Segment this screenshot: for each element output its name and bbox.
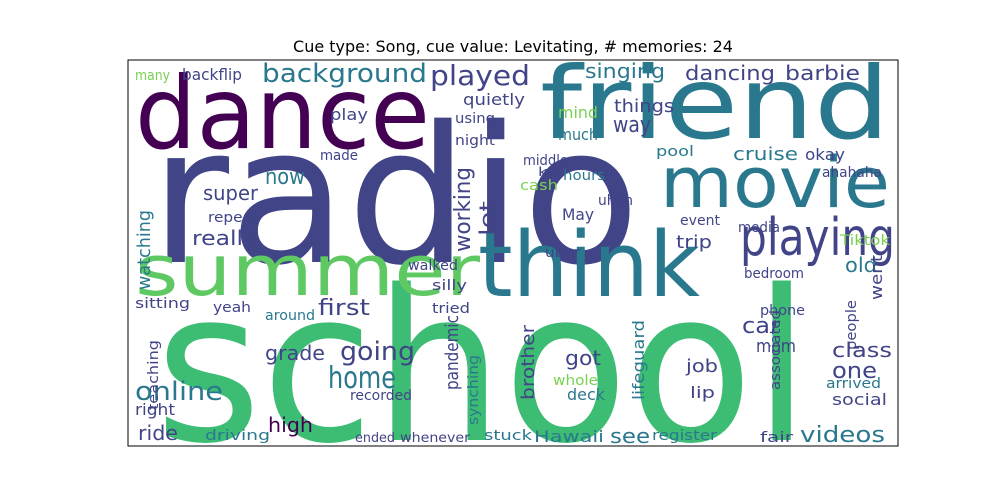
word: really: [192, 226, 257, 250]
word: Hawaii: [534, 427, 604, 446]
word: kid: [538, 165, 563, 179]
word: walked: [408, 258, 458, 274]
chart-title: Cue type: Song, cue value: Levitating, #…: [293, 37, 733, 56]
word: lip: [690, 383, 715, 402]
word: sitting: [135, 296, 190, 312]
word: class: [832, 338, 892, 362]
word: made: [320, 148, 358, 164]
word: pool: [656, 144, 694, 160]
word: trip: [676, 232, 712, 253]
word: going: [340, 337, 415, 367]
word: cash: [520, 178, 558, 194]
word: repeat: [208, 210, 259, 226]
word: using: [455, 111, 495, 127]
word: mind: [558, 103, 598, 122]
word: right: [135, 400, 175, 419]
word: phone: [760, 303, 805, 319]
word: much: [558, 125, 598, 144]
word: Tiktok: [839, 233, 891, 249]
word: online: [135, 377, 223, 407]
word: dancing: [685, 61, 775, 85]
word: super: [203, 181, 259, 205]
word: home: [328, 361, 396, 396]
word: brother: [518, 324, 539, 400]
word: play: [330, 105, 368, 124]
word: arrived: [826, 376, 881, 392]
word: silly: [432, 278, 467, 294]
word: school: [155, 245, 810, 490]
word: went: [867, 255, 886, 300]
word: ended: [355, 431, 395, 446]
plot-area: [128, 60, 898, 446]
word: dance: [135, 55, 430, 172]
word: lot: [475, 201, 499, 236]
word: synching: [466, 355, 482, 425]
word: car: [742, 314, 781, 339]
word: associated: [768, 310, 784, 390]
word: radio: [150, 86, 640, 307]
word: ride: [138, 421, 178, 445]
word: watching: [134, 210, 155, 290]
word: way: [613, 113, 651, 138]
word: middle: [523, 153, 568, 169]
word: register: [652, 428, 717, 444]
word: whole: [553, 373, 598, 389]
word: quietly: [463, 90, 525, 109]
word: now: [265, 165, 305, 190]
word: mom: [756, 336, 796, 357]
word: social: [832, 390, 887, 409]
word: fair: [760, 430, 793, 446]
word: got: [565, 346, 601, 370]
word: first: [318, 296, 370, 321]
word: uber: [545, 245, 580, 261]
word: videos: [800, 423, 885, 448]
word: old: [845, 253, 877, 277]
word: many: [135, 68, 170, 84]
frame: [127, 59, 899, 447]
word: one: [832, 359, 877, 384]
word: tried: [432, 301, 470, 317]
word: deck: [567, 385, 606, 404]
word: high: [268, 413, 313, 437]
word: ahahaha: [822, 165, 882, 181]
word: yeah: [213, 300, 251, 316]
word: played: [430, 59, 530, 92]
word: recorded: [350, 388, 412, 404]
word: May: [562, 205, 594, 224]
word: pandemic: [442, 315, 463, 390]
word: uhhh: [598, 193, 633, 209]
word: things: [614, 96, 674, 117]
word: job: [685, 356, 718, 377]
word: bedroom: [744, 266, 804, 282]
word: background: [262, 59, 427, 89]
word: media: [738, 220, 780, 236]
word: friend: [540, 45, 890, 162]
word: cruise: [733, 144, 798, 165]
word: playing: [740, 208, 895, 268]
word: teaching: [146, 340, 162, 410]
word: barbie: [785, 61, 860, 85]
word: working: [451, 167, 476, 252]
word: okay: [805, 145, 845, 164]
word: stuck: [484, 428, 533, 444]
word: hours: [563, 168, 605, 184]
word: backflip: [182, 65, 242, 84]
word: lifeguard: [629, 320, 648, 400]
word: around: [265, 308, 315, 324]
word: see: [610, 424, 650, 448]
word: grade: [265, 341, 325, 365]
word: night: [455, 133, 496, 149]
word: summer: [135, 230, 480, 312]
word: movie: [660, 142, 890, 224]
word: event: [680, 213, 721, 229]
word: driving: [205, 428, 270, 444]
word: whenever: [400, 431, 471, 446]
word: think: [478, 213, 700, 318]
word: people: [844, 300, 860, 350]
word: singing: [585, 59, 665, 83]
